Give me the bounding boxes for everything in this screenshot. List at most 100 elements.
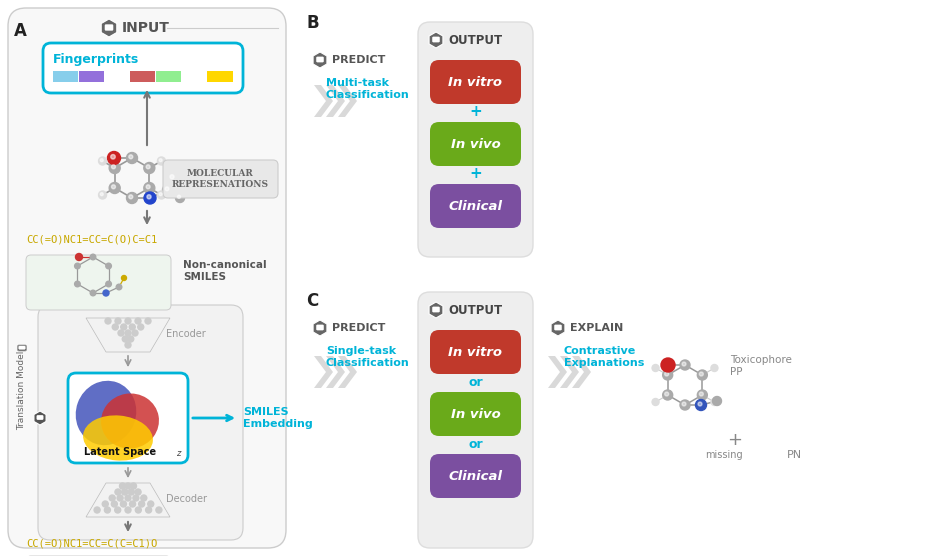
FancyBboxPatch shape [163, 160, 278, 198]
Polygon shape [326, 85, 345, 117]
Circle shape [129, 501, 136, 507]
Circle shape [699, 372, 703, 376]
Circle shape [115, 507, 121, 513]
Text: EXPLAIN: EXPLAIN [570, 323, 623, 333]
Circle shape [76, 254, 82, 261]
FancyBboxPatch shape [316, 325, 324, 330]
Bar [79, 71, 104, 82]
Text: PREDICT: PREDICT [332, 55, 386, 65]
FancyBboxPatch shape [430, 122, 521, 166]
Circle shape [146, 165, 150, 169]
Circle shape [697, 390, 708, 400]
Circle shape [129, 324, 135, 330]
Circle shape [90, 254, 95, 260]
Circle shape [712, 396, 722, 405]
Circle shape [697, 370, 708, 380]
Circle shape [116, 284, 122, 290]
Text: CC(=O)NC1=CC=C(O)C=C1: CC(=O)NC1=CC=C(O)C=C1 [26, 234, 157, 244]
Text: Contrastive
Explanations: Contrastive Explanations [564, 346, 644, 368]
Circle shape [682, 362, 686, 366]
Circle shape [148, 501, 154, 507]
Circle shape [125, 342, 131, 348]
Circle shape [132, 330, 138, 336]
Circle shape [665, 361, 669, 366]
Circle shape [115, 318, 121, 324]
Circle shape [121, 324, 126, 330]
Circle shape [663, 370, 673, 380]
Circle shape [135, 318, 141, 324]
Circle shape [165, 187, 168, 191]
FancyBboxPatch shape [430, 60, 521, 104]
Text: INPUT: INPUT [122, 21, 169, 35]
Circle shape [127, 336, 134, 342]
Text: Clinical: Clinical [448, 469, 503, 483]
FancyBboxPatch shape [38, 305, 243, 540]
Text: Fingerprints: Fingerprints [53, 53, 139, 66]
Text: Toxicophore
PP: Toxicophore PP [730, 355, 792, 378]
Text: Encoder: Encoder [166, 329, 206, 339]
Text: PN: PN [787, 450, 802, 460]
Polygon shape [560, 356, 579, 388]
Text: Multi-task
Classification: Multi-task Classification [326, 78, 410, 100]
Circle shape [75, 263, 80, 269]
Text: CC(=O)NC1=CC=C(C=C1)O: CC(=O)NC1=CC=C(C=C1)O [26, 538, 157, 548]
Text: Translation Model: Translation Model [18, 350, 26, 430]
Circle shape [157, 157, 166, 165]
FancyBboxPatch shape [418, 292, 533, 548]
Ellipse shape [76, 381, 137, 445]
Circle shape [133, 495, 139, 501]
Circle shape [661, 358, 675, 372]
Circle shape [163, 185, 173, 196]
Circle shape [75, 281, 80, 287]
Circle shape [129, 155, 133, 159]
Circle shape [100, 193, 103, 196]
FancyBboxPatch shape [430, 184, 521, 228]
Text: In vitro: In vitro [448, 76, 503, 88]
Circle shape [711, 399, 718, 405]
Polygon shape [429, 32, 443, 48]
Circle shape [157, 191, 166, 199]
FancyBboxPatch shape [68, 373, 188, 463]
Text: Latent Space: Latent Space [84, 447, 156, 457]
Circle shape [126, 192, 138, 203]
Circle shape [111, 165, 115, 169]
Circle shape [106, 281, 111, 287]
Circle shape [665, 372, 668, 376]
Circle shape [130, 483, 137, 489]
Circle shape [106, 263, 111, 269]
Polygon shape [34, 411, 46, 425]
Circle shape [105, 507, 110, 513]
Circle shape [110, 495, 115, 501]
Circle shape [138, 324, 144, 330]
Circle shape [176, 193, 184, 202]
FancyBboxPatch shape [316, 57, 324, 62]
Text: In vitro: In vitro [448, 345, 503, 359]
Circle shape [144, 182, 154, 193]
Circle shape [698, 402, 702, 406]
Text: C: C [306, 292, 318, 310]
Circle shape [110, 155, 115, 159]
Circle shape [665, 392, 668, 396]
Circle shape [652, 399, 659, 405]
Text: missing: missing [706, 450, 743, 460]
Circle shape [139, 501, 145, 507]
Bar [207, 71, 232, 82]
Text: OUTPUT: OUTPUT [448, 33, 502, 47]
Text: or: or [468, 438, 483, 450]
Text: +: + [469, 105, 482, 120]
Circle shape [662, 359, 674, 371]
Circle shape [178, 195, 181, 198]
Bar [130, 71, 155, 82]
Circle shape [156, 507, 162, 513]
Circle shape [680, 400, 690, 410]
Polygon shape [572, 356, 591, 388]
Circle shape [117, 495, 124, 501]
Circle shape [167, 172, 179, 184]
Circle shape [663, 390, 673, 400]
Circle shape [95, 507, 100, 513]
Circle shape [121, 501, 126, 507]
Polygon shape [313, 52, 327, 68]
Circle shape [112, 324, 118, 330]
Bar [182, 71, 207, 82]
Circle shape [126, 152, 138, 163]
